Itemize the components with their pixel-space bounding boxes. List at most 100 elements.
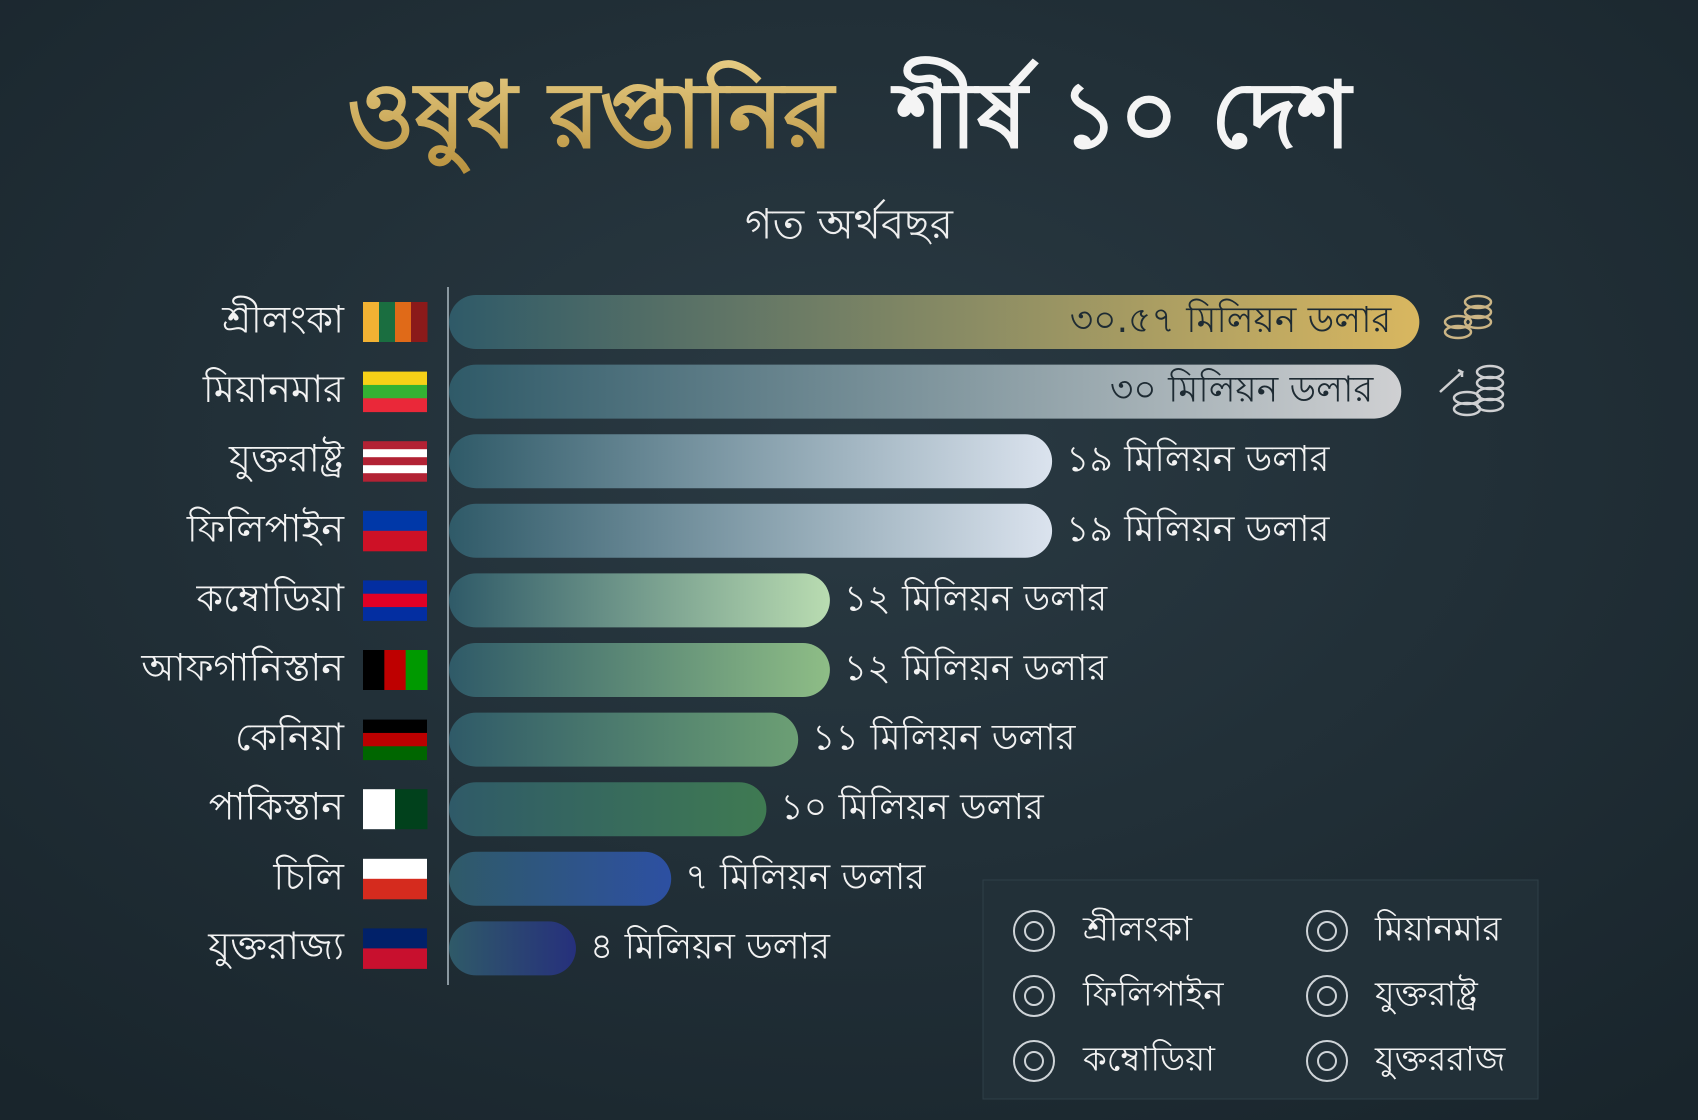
- flag: [363, 510, 427, 552]
- flag: [363, 858, 427, 900]
- flag-stripe: [363, 441, 427, 450]
- value-label: ১১ মিলিয়ন ডলার: [812, 717, 1076, 759]
- flag-stripe: [363, 457, 427, 466]
- bar: [449, 712, 799, 767]
- flag: [363, 302, 428, 342]
- flag-stripe: [395, 789, 428, 830]
- legend-icon-shape: [1013, 975, 1055, 1017]
- legend-icon: [1306, 975, 1348, 1017]
- value-label: ১২ মিলিয়ন ডলার: [844, 647, 1109, 689]
- legend-icon: [1013, 1040, 1055, 1082]
- flag-stripe: [363, 928, 427, 949]
- flag-stripe: [363, 746, 427, 761]
- legend-icon-shape: [1013, 1040, 1055, 1082]
- flag-stripe: [363, 789, 396, 830]
- flag-stripe: [363, 530, 427, 552]
- flag: [363, 928, 427, 969]
- flag: [363, 580, 427, 621]
- title-highlight: ওষুধ রপ্তানির: [347, 60, 837, 173]
- flag: [363, 371, 427, 413]
- category-label: ফিলিপাইন: [186, 506, 345, 550]
- legend-icon-shape: [1306, 1040, 1348, 1082]
- category-label: যুক্তরাষ্ট্র: [228, 437, 345, 483]
- flag-stripe: [363, 719, 427, 734]
- legend-icon: [1306, 910, 1348, 952]
- flag-stripe: [363, 732, 427, 747]
- flag-stripe: [363, 593, 427, 608]
- flag-stripe: [395, 302, 412, 342]
- flag-stripe: [363, 384, 427, 399]
- chart-subtitle: গত অর্থবছর: [745, 199, 954, 249]
- legend-label: মিয়ানমার: [1374, 910, 1503, 950]
- flag: [363, 441, 427, 482]
- flag-stripe: [363, 449, 427, 458]
- category-label: আফগানিস্তান: [140, 646, 345, 690]
- legend-icon-shape: [1306, 910, 1348, 952]
- value-label: ১০ মিলিয়ন ডলার: [780, 786, 1045, 828]
- category-label: কম্বোডিয়া: [195, 576, 344, 620]
- legend-icon: [1013, 975, 1055, 1017]
- legend-icon-shape: [1317, 986, 1337, 1006]
- flag-stripe: [363, 473, 427, 482]
- legend-icon: [1306, 1040, 1348, 1082]
- flag-stripe: [363, 398, 427, 413]
- legend-icon-shape: [1024, 1051, 1044, 1071]
- flag-stripe: [363, 510, 427, 532]
- bar: [449, 573, 830, 628]
- flag-stripe: [363, 858, 427, 880]
- legend-label: যুক্তররাজ: [1374, 1040, 1506, 1080]
- value-label: ১২ মিলিয়ন ডলার: [844, 577, 1109, 619]
- legend-label: ফিলিপাইন: [1082, 975, 1224, 1015]
- value-label: ১৯ মিলিয়ন ডলার: [1066, 438, 1330, 480]
- legend-icon-shape: [1024, 921, 1044, 941]
- legend-icon-shape: [1024, 986, 1044, 1006]
- flag-stripe: [363, 878, 427, 900]
- flag-stripe: [363, 302, 380, 342]
- flag: [363, 789, 428, 830]
- flag-stripe: [379, 302, 396, 342]
- value-label: ১৯ মিলিয়ন ডলার: [1066, 508, 1330, 550]
- legend-icon-shape: [1317, 921, 1337, 941]
- flag-stripe: [363, 465, 427, 474]
- bar: [449, 851, 672, 906]
- bar: [449, 503, 1053, 558]
- coins-icon: [1443, 294, 1493, 340]
- flag-stripe: [405, 650, 428, 690]
- value-label: ৭ মিলিয়ন ডলার: [685, 856, 926, 898]
- legend-icon-shape: [1306, 975, 1348, 1017]
- title-rest: শীর্ষ ১০ দেশ: [890, 56, 1355, 169]
- legend-icon-shape: [1317, 1051, 1337, 1071]
- legend-icon-shape: [1013, 910, 1055, 952]
- legend-icon: [1013, 910, 1055, 952]
- chart-title: ওষুধ রপ্তানির শীর্ষ ১০ দেশ: [347, 56, 1355, 173]
- legend-box: [982, 879, 1539, 1100]
- value-label: ৩০ মিলিয়ন ডলার: [1110, 369, 1375, 411]
- flag-stripe: [363, 580, 427, 595]
- bar: [449, 295, 1420, 349]
- flag-stripe: [363, 607, 427, 621]
- value-label: ৪ মিলিয়ন ডলার: [590, 925, 831, 967]
- flag-stripe: [363, 650, 385, 690]
- category-label: যুক্তরাজ্য: [207, 924, 345, 970]
- bar: [449, 921, 576, 976]
- flag-stripe: [384, 650, 407, 690]
- flag-stripe: [363, 948, 427, 969]
- flag: [363, 719, 427, 761]
- flag-stripe: [411, 302, 428, 342]
- category-label: মিয়ানমার: [202, 367, 345, 411]
- bar: [449, 643, 830, 697]
- bar: [449, 782, 767, 837]
- bar: [449, 364, 1402, 419]
- bar: [449, 434, 1053, 489]
- flag-stripe: [363, 371, 427, 386]
- legend-label: যুক্তরাষ্ট্র: [1374, 974, 1479, 1015]
- category-label: কেনিয়া: [235, 715, 345, 759]
- category-label: পাকিস্তান: [209, 785, 346, 829]
- legend-label: কম্বোডিয়া: [1082, 1040, 1216, 1080]
- category-label: চিলি: [272, 854, 344, 898]
- category-label: শ্রীলংকা: [221, 296, 345, 342]
- flag: [363, 650, 428, 690]
- legend-label: শ্রীলংকা: [1082, 908, 1193, 950]
- value-label: ৩০.৫৭ মিলিয়ন ডলার: [1070, 299, 1393, 341]
